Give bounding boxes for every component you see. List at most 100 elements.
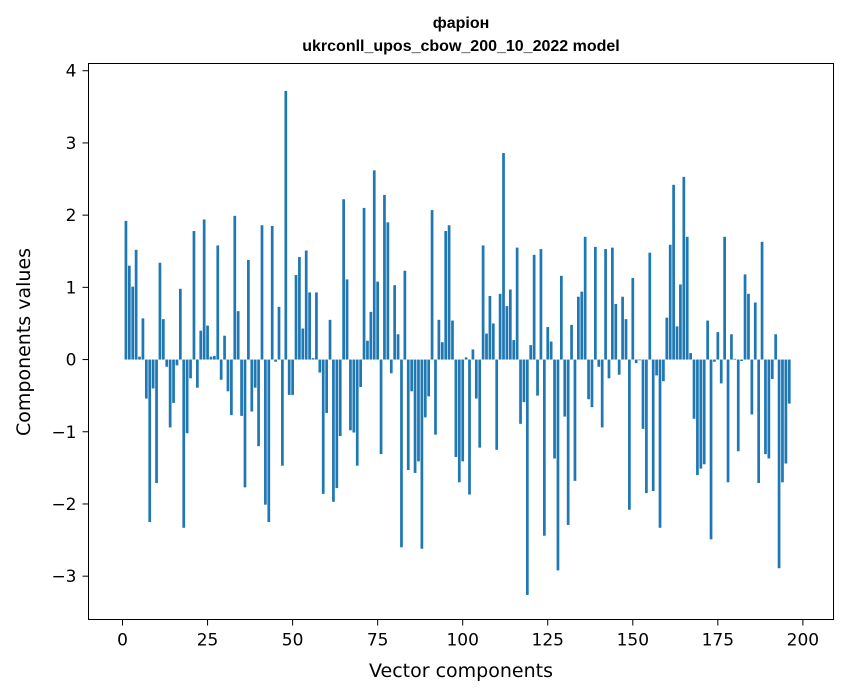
y-tick-label: 2	[66, 206, 77, 226]
bar	[369, 311, 373, 360]
bar	[274, 359, 277, 362]
bar	[662, 359, 665, 382]
bar	[447, 225, 451, 360]
x-axis: 0 25 50 75 100 125 150 175 200	[117, 619, 819, 651]
bar	[209, 356, 213, 360]
y-tick-label: −2	[51, 495, 76, 515]
bar	[736, 359, 740, 452]
bar	[611, 247, 614, 360]
bar	[468, 359, 471, 495]
bar	[287, 359, 291, 395]
bar	[525, 359, 529, 595]
bar	[750, 359, 754, 415]
bar	[549, 341, 553, 360]
bar	[168, 359, 172, 428]
bar	[270, 225, 274, 360]
bar	[641, 359, 645, 429]
y-tick-label: 4	[66, 62, 77, 82]
bar	[495, 359, 499, 450]
bar	[148, 359, 152, 523]
bar	[753, 302, 757, 360]
bar	[600, 359, 604, 428]
bar	[138, 356, 141, 360]
bar	[522, 359, 526, 403]
bar	[621, 296, 624, 360]
bar	[124, 220, 128, 360]
bar	[216, 245, 220, 360]
bar	[719, 359, 723, 384]
bar	[413, 359, 417, 473]
bar	[366, 340, 369, 360]
bar	[638, 359, 641, 361]
bar	[437, 319, 441, 360]
bar	[250, 359, 254, 412]
bar	[726, 359, 730, 483]
bar	[651, 359, 655, 491]
bar	[406, 359, 410, 471]
bar	[471, 349, 475, 360]
bar	[594, 246, 597, 360]
bar	[253, 359, 257, 388]
bar	[178, 288, 182, 360]
bar	[631, 277, 635, 360]
bar	[655, 359, 658, 376]
bar	[767, 359, 771, 459]
bar	[709, 359, 713, 540]
bar	[230, 359, 233, 416]
bar	[570, 324, 573, 360]
bar	[294, 275, 298, 360]
bar	[699, 359, 703, 469]
bar	[328, 319, 332, 360]
bar	[345, 279, 349, 360]
bar	[777, 359, 781, 569]
bar	[740, 359, 744, 361]
bar	[298, 257, 301, 360]
bar	[264, 359, 267, 505]
bar	[386, 222, 390, 360]
bar	[349, 359, 352, 431]
bar	[342, 199, 345, 360]
bar	[716, 332, 720, 360]
x-tick-label: 175	[702, 631, 734, 651]
bar	[628, 359, 631, 510]
y-axis: −3 −2 −1 0 1 2 3 4	[51, 62, 89, 587]
bar	[321, 359, 325, 494]
bar	[427, 359, 431, 397]
bar	[372, 170, 376, 360]
bar	[730, 334, 733, 360]
bar	[784, 359, 788, 464]
bar	[379, 359, 383, 455]
bar	[770, 359, 774, 380]
bar	[304, 250, 308, 360]
bar	[335, 359, 339, 489]
bar	[267, 359, 271, 523]
bar	[383, 194, 386, 360]
bar	[199, 330, 203, 360]
bar	[508, 289, 512, 360]
bar	[301, 328, 305, 360]
bar	[648, 252, 652, 360]
bar	[233, 215, 237, 360]
bar	[185, 359, 189, 434]
bar	[311, 358, 315, 360]
x-tick-label: 200	[787, 631, 819, 651]
bar	[144, 359, 148, 399]
bar	[529, 345, 533, 360]
bar	[512, 340, 516, 360]
bar	[155, 359, 158, 484]
bar	[189, 359, 192, 379]
bar	[536, 359, 539, 396]
bar	[505, 306, 509, 360]
bar	[485, 333, 488, 360]
bar	[590, 359, 594, 408]
bar	[553, 359, 556, 459]
y-tick-label: 1	[66, 278, 77, 298]
bar	[352, 359, 356, 433]
bar	[604, 249, 607, 360]
bar	[284, 90, 288, 360]
bar	[260, 225, 264, 360]
y-axis-label: Components values	[13, 248, 35, 436]
bar	[682, 176, 686, 360]
bar	[434, 359, 437, 435]
